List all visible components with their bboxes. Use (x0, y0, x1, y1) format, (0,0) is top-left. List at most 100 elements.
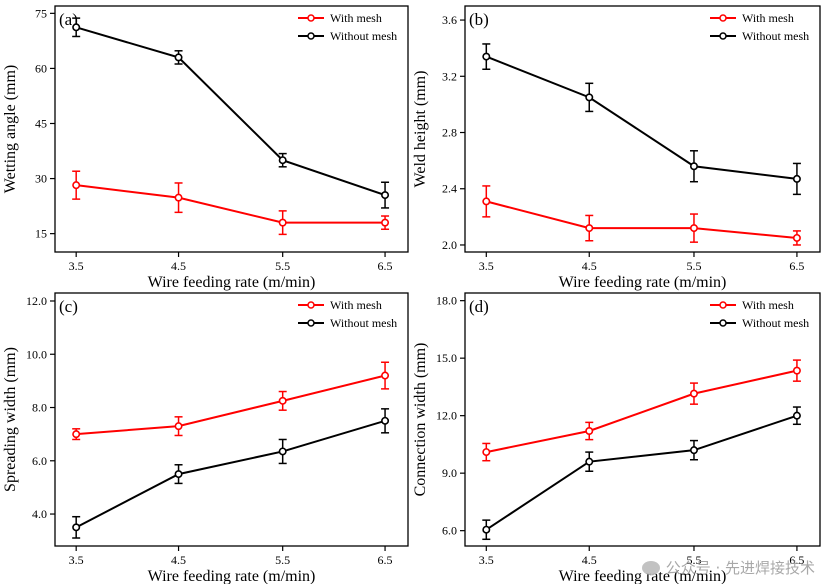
data-point (381, 191, 390, 200)
x-tick-label: 5.5 (275, 553, 290, 567)
legend: With mesh Without mesh (298, 11, 397, 43)
data-point (381, 416, 390, 425)
y-tick-label: 4.0 (32, 507, 47, 521)
legend-label: With mesh (742, 11, 794, 25)
series-without-mesh (72, 408, 390, 539)
chart-panel-b: 2.0 2.4 2.8 3.2 3.6 3.5 4.5 5.5 6.5 Wire feeding … (412, 5, 821, 291)
series-line (486, 369, 798, 454)
legend-label: With mesh (330, 11, 382, 25)
series-line (485, 414, 798, 531)
data-point (278, 156, 287, 165)
data-point (482, 52, 491, 61)
watermark: 公众号 · 先进焊接技术 (641, 557, 815, 578)
legend-marker (719, 32, 727, 40)
x-tick-label: 6.5 (789, 553, 804, 567)
data-point (792, 366, 801, 375)
y-tick-label: 6.0 (442, 524, 457, 538)
y-axis-label: Connection width (mm) (412, 343, 429, 497)
y-tick-label: 18.0 (436, 294, 457, 308)
data-point (381, 218, 390, 227)
series-with-mesh (482, 359, 801, 462)
x-tick-label: 3.5 (69, 259, 84, 273)
legend-label: Without mesh (330, 316, 397, 330)
legend-marker (719, 14, 727, 22)
plot-frame (54, 292, 409, 547)
chart-panel-a: 15 30 45 60 75 3.5 4.5 5.5 6.5 Wire feeding rate … (2, 5, 409, 291)
data-point (792, 174, 801, 183)
chart-panel-c: 4.0 6.0 8.0 10.0 12.0 3.5 4.5 5.5 6.5 Wire feedin… (2, 292, 409, 584)
plot-frame (54, 5, 409, 253)
y-tick-label: 12.0 (26, 294, 47, 308)
x-tick-label: 3.5 (69, 553, 84, 567)
x-tick-label: 4.5 (582, 553, 597, 567)
legend-marker (307, 32, 315, 40)
data-point (482, 525, 491, 534)
x-tick-label: 4.5 (582, 259, 597, 273)
panel-label: (c) (59, 297, 78, 316)
data-point (174, 470, 183, 479)
y-tick-label: 45 (35, 116, 47, 130)
data-point (174, 193, 183, 202)
data-point (482, 197, 491, 206)
data-point (585, 93, 594, 102)
legend-label: With mesh (330, 298, 382, 312)
y-axis-label: Weld height (mm) (412, 71, 429, 188)
series-line (75, 419, 386, 529)
data-point (72, 430, 81, 439)
data-point (72, 181, 81, 190)
x-axis-label: Wire feeding rate (m/min) (559, 568, 727, 584)
y-axis-label: Spreading width (mm) (2, 347, 19, 492)
legend-label: Without mesh (742, 316, 809, 330)
panel-label: (b) (469, 10, 489, 29)
y-tick-label: 75 (35, 6, 47, 20)
y-tick-label: 3.2 (442, 69, 457, 83)
y-tick-label: 10.0 (26, 347, 47, 361)
panel-label: (d) (469, 297, 489, 316)
legend-marker (307, 319, 315, 327)
watermark-text: 公众号 · 先进焊接技术 (665, 559, 815, 577)
x-tick-label: 4.5 (171, 259, 186, 273)
x-axis-label: Wire feeding rate (m/min) (559, 274, 727, 291)
legend: With mesh Without mesh (710, 11, 809, 43)
data-point (689, 162, 698, 171)
data-point (72, 523, 81, 532)
data-point (72, 23, 81, 32)
data-point (482, 448, 491, 457)
data-point (174, 53, 183, 62)
x-tick-label: 3.5 (479, 259, 494, 273)
y-tick-label: 3.6 (442, 13, 457, 27)
plot-frame (464, 292, 821, 547)
x-tick-label: 6.5 (378, 553, 393, 567)
series-with-mesh (72, 170, 390, 236)
x-axis-label: Wire feeding rate (m/min) (148, 568, 316, 584)
series-line (76, 374, 386, 436)
series-without-mesh (482, 43, 801, 196)
data-point (174, 422, 183, 431)
x-tick-label: 5.5 (686, 553, 701, 567)
series-with-mesh (72, 361, 390, 441)
data-point (585, 224, 594, 233)
data-point (278, 447, 287, 456)
legend-label: Without mesh (330, 29, 397, 43)
data-point (278, 218, 287, 227)
data-point (585, 426, 594, 435)
data-point (792, 411, 801, 420)
series-line (76, 184, 386, 224)
series-with-mesh (482, 185, 801, 246)
data-point (689, 224, 698, 233)
series-line (75, 26, 386, 197)
y-tick-label: 8.0 (32, 401, 47, 415)
data-point (689, 389, 698, 398)
y-tick-label: 9.0 (442, 466, 457, 480)
data-point (278, 396, 287, 405)
data-point (792, 233, 801, 242)
y-tick-label: 6.0 (32, 454, 47, 468)
legend-marker (719, 301, 727, 309)
x-axis-label: Wire feeding rate (m/min) (148, 274, 316, 291)
y-axis-label: Wetting angle (mm) (2, 65, 19, 193)
y-tick-label: 12.0 (436, 409, 457, 423)
legend-marker (719, 319, 727, 327)
x-tick-label: 6.5 (378, 259, 393, 273)
series-line (485, 55, 798, 180)
y-tick-label: 2.0 (442, 238, 457, 252)
